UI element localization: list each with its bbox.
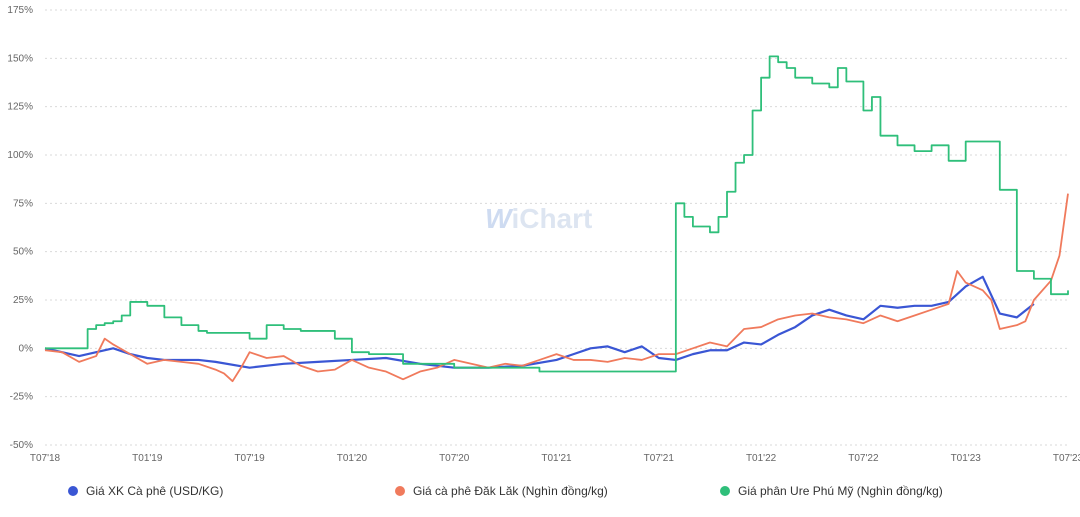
legend-dot-ure-icon [720, 486, 730, 496]
y-tick-label: 0% [19, 343, 34, 354]
x-tick-label: T01'20 [337, 453, 368, 464]
line-chart: -50% -25% 0% 25% 50% 75% 100% 125% 150% 175% T07'… [7, 5, 1080, 464]
y-axis-ticks: -50% -25% 0% 25% 50% 75% 100% 125% 150% 175% [7, 5, 33, 451]
legend-label-ure: Giá phân Ure Phú Mỹ (Nghìn đồng/kg) [738, 484, 943, 498]
wichart-watermark: WiChart [485, 203, 592, 235]
y-tick-label: 175% [7, 5, 33, 16]
x-axis-ticks: T07'18 T01'19 T07'19 T01'20 T07'20 T01'21 T07'… [30, 453, 1080, 464]
x-tick-label: T07'22 [848, 453, 879, 464]
y-tick-label: 50% [13, 247, 33, 258]
legend-dot-xk-icon [68, 486, 78, 496]
series-line-ure[interactable] [45, 55, 1069, 373]
legend-label-xk: Giá XK Cà phê (USD/KG) [86, 484, 224, 498]
x-tick-label: T07'18 [30, 453, 61, 464]
grid-lines [45, 9, 1068, 446]
y-tick-label: -25% [10, 392, 33, 403]
watermark-text: iChart [511, 203, 593, 234]
legend-label-daklak: Giá cà phê Đăk Lăk (Nghìn đồng/kg) [413, 484, 608, 498]
watermark-w: W [485, 203, 512, 234]
chart-legend: Giá XK Cà phê (USD/KG) Giá cà phê Đăk Lă… [0, 484, 1080, 504]
x-tick-label: T01'23 [951, 453, 982, 464]
y-tick-label: 100% [7, 150, 33, 161]
series-lines [44, 55, 1069, 383]
x-tick-label: T01'19 [132, 453, 163, 464]
x-tick-label: T01'22 [746, 453, 777, 464]
legend-dot-daklak-icon [395, 486, 405, 496]
y-tick-label: -50% [10, 440, 33, 451]
y-tick-label: 150% [7, 53, 33, 64]
x-tick-label: T07'23 [1053, 453, 1080, 464]
x-tick-label: T01'21 [541, 453, 572, 464]
legend-item-ure[interactable]: Giá phân Ure Phú Mỹ (Nghìn đồng/kg) [720, 484, 943, 498]
y-tick-label: 125% [7, 102, 33, 113]
legend-item-daklak[interactable]: Giá cà phê Đăk Lăk (Nghìn đồng/kg) [395, 484, 608, 498]
x-tick-label: T07'20 [439, 453, 470, 464]
series-line-xk[interactable] [44, 275, 1035, 369]
y-tick-label: 75% [13, 198, 33, 209]
x-tick-label: T07'19 [234, 453, 265, 464]
x-tick-label: T07'21 [644, 453, 675, 464]
legend-item-xk[interactable]: Giá XK Cà phê (USD/KG) [68, 484, 223, 498]
series-line-daklak[interactable] [44, 193, 1069, 383]
y-tick-label: 25% [13, 295, 33, 306]
